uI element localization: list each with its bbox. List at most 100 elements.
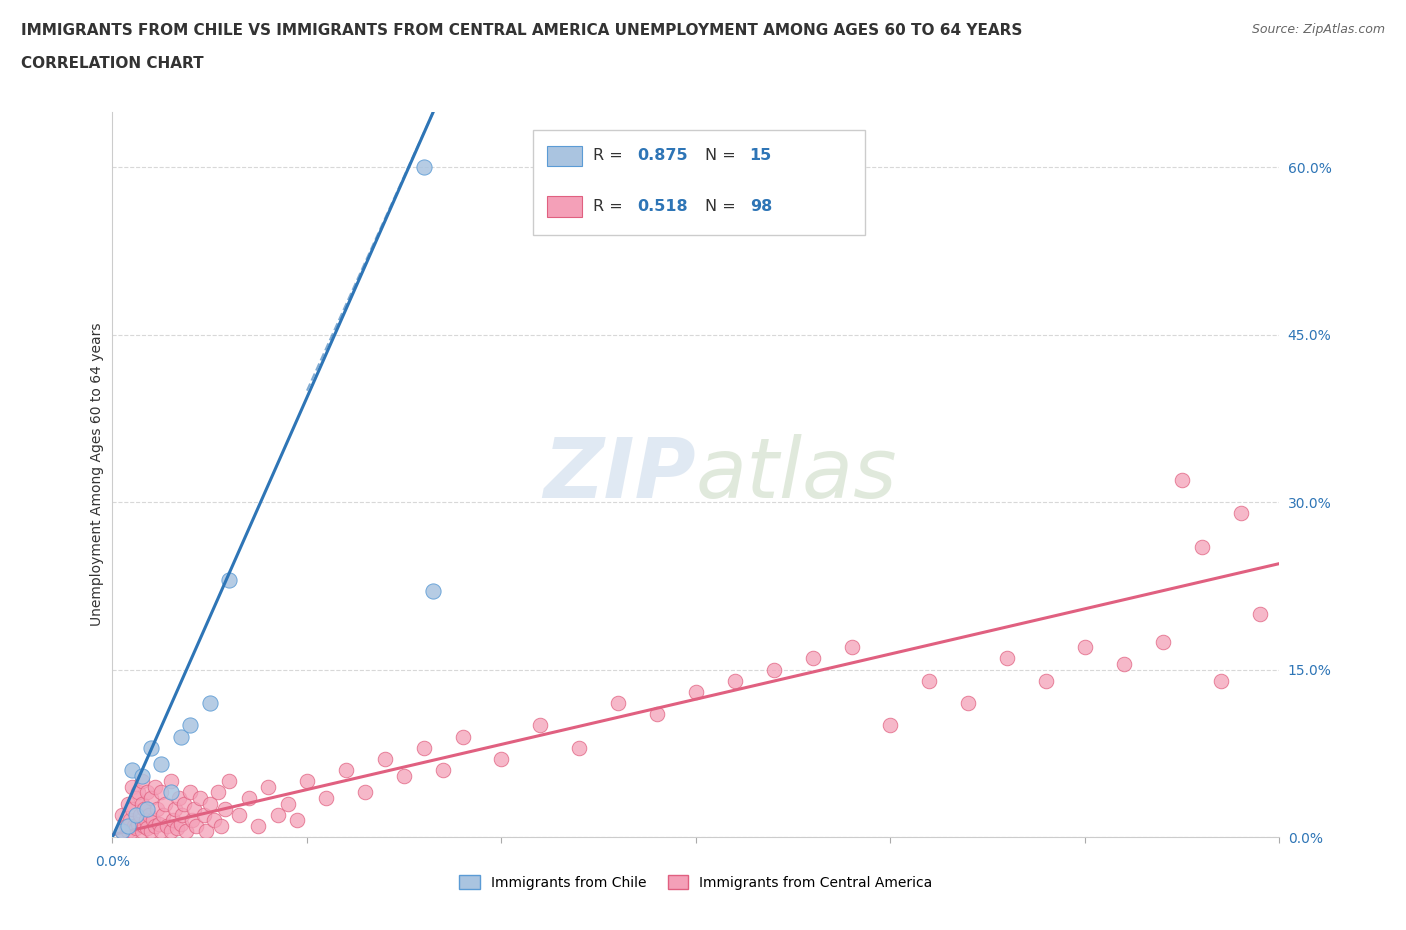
Text: ZIP: ZIP: [543, 433, 696, 515]
FancyBboxPatch shape: [533, 130, 865, 235]
Point: [125, 820, 148, 835]
FancyBboxPatch shape: [547, 196, 582, 217]
Point: [218, 573, 240, 588]
Point: [125, 790, 148, 805]
Point: [153, 796, 176, 811]
Point: [188, 790, 211, 805]
Point: [1035, 673, 1057, 688]
Point: [257, 779, 280, 794]
Text: N =: N =: [706, 149, 741, 164]
Point: [141, 824, 163, 839]
Point: [228, 807, 250, 822]
Point: [1191, 539, 1213, 554]
Point: [172, 807, 194, 822]
Point: [285, 813, 308, 828]
Point: [207, 785, 229, 800]
Point: [179, 718, 201, 733]
Point: [150, 824, 173, 839]
Point: [432, 763, 454, 777]
Point: [179, 785, 201, 800]
Point: [685, 684, 707, 699]
Point: [160, 774, 183, 789]
Point: [132, 802, 155, 817]
Point: [247, 818, 270, 833]
Point: [801, 651, 824, 666]
Point: [131, 774, 153, 789]
Point: [214, 802, 236, 817]
Point: [156, 818, 179, 833]
Point: [194, 824, 217, 839]
Point: [111, 807, 134, 822]
Point: [142, 813, 165, 828]
Point: [394, 768, 416, 783]
Point: [176, 824, 198, 839]
Text: 0.875: 0.875: [638, 149, 689, 164]
Point: [150, 785, 173, 800]
Point: [141, 790, 163, 805]
Point: [115, 818, 138, 833]
Point: [167, 790, 190, 805]
Point: [166, 820, 188, 835]
Point: [117, 796, 139, 811]
Point: [1249, 606, 1271, 621]
Point: [131, 824, 153, 839]
Point: [138, 807, 160, 822]
Point: [111, 824, 134, 839]
Text: IMMIGRANTS FROM CHILE VS IMMIGRANTS FROM CENTRAL AMERICA UNEMPLOYMENT AMONG AGES: IMMIGRANTS FROM CHILE VS IMMIGRANTS FROM…: [21, 23, 1022, 38]
Point: [183, 802, 205, 817]
Point: [117, 824, 139, 839]
FancyBboxPatch shape: [547, 146, 582, 166]
Point: [315, 790, 337, 805]
Point: [957, 696, 980, 711]
Point: [1074, 640, 1097, 655]
Point: [128, 807, 150, 822]
Point: [1152, 634, 1174, 649]
Text: atlas: atlas: [696, 433, 897, 515]
Point: [198, 796, 221, 811]
Point: [209, 818, 232, 833]
Point: [136, 820, 159, 835]
Point: [132, 818, 155, 833]
Point: [1112, 657, 1135, 671]
Point: [412, 740, 434, 755]
Point: [295, 774, 318, 789]
Point: [148, 817, 170, 831]
Point: [995, 651, 1018, 666]
Point: [198, 696, 221, 711]
Text: 98: 98: [749, 199, 772, 214]
Point: [762, 662, 785, 677]
Point: [374, 751, 396, 766]
Point: [422, 584, 444, 599]
Text: Source: ZipAtlas.com: Source: ZipAtlas.com: [1251, 23, 1385, 36]
Point: [607, 696, 630, 711]
Point: [238, 790, 260, 805]
Point: [163, 802, 186, 817]
Point: [127, 785, 149, 800]
Point: [1171, 472, 1194, 487]
Point: [169, 729, 191, 744]
Point: [127, 817, 149, 831]
Point: [122, 818, 145, 833]
Point: [143, 818, 166, 833]
Point: [267, 807, 290, 822]
Point: [131, 768, 153, 783]
Point: [150, 757, 173, 772]
Point: [918, 673, 941, 688]
Point: [1209, 673, 1232, 688]
Point: [724, 673, 747, 688]
Point: [169, 817, 191, 831]
Text: 0.518: 0.518: [638, 199, 689, 214]
Point: [136, 785, 159, 800]
Text: 15: 15: [749, 149, 772, 164]
Point: [146, 802, 169, 817]
Point: [451, 729, 474, 744]
Point: [335, 763, 357, 777]
Text: N =: N =: [706, 199, 741, 214]
Point: [645, 707, 668, 722]
Point: [111, 824, 134, 839]
Point: [121, 802, 143, 817]
Point: [412, 160, 434, 175]
Point: [202, 813, 225, 828]
Text: 0.0%: 0.0%: [96, 856, 129, 870]
Point: [160, 824, 183, 839]
